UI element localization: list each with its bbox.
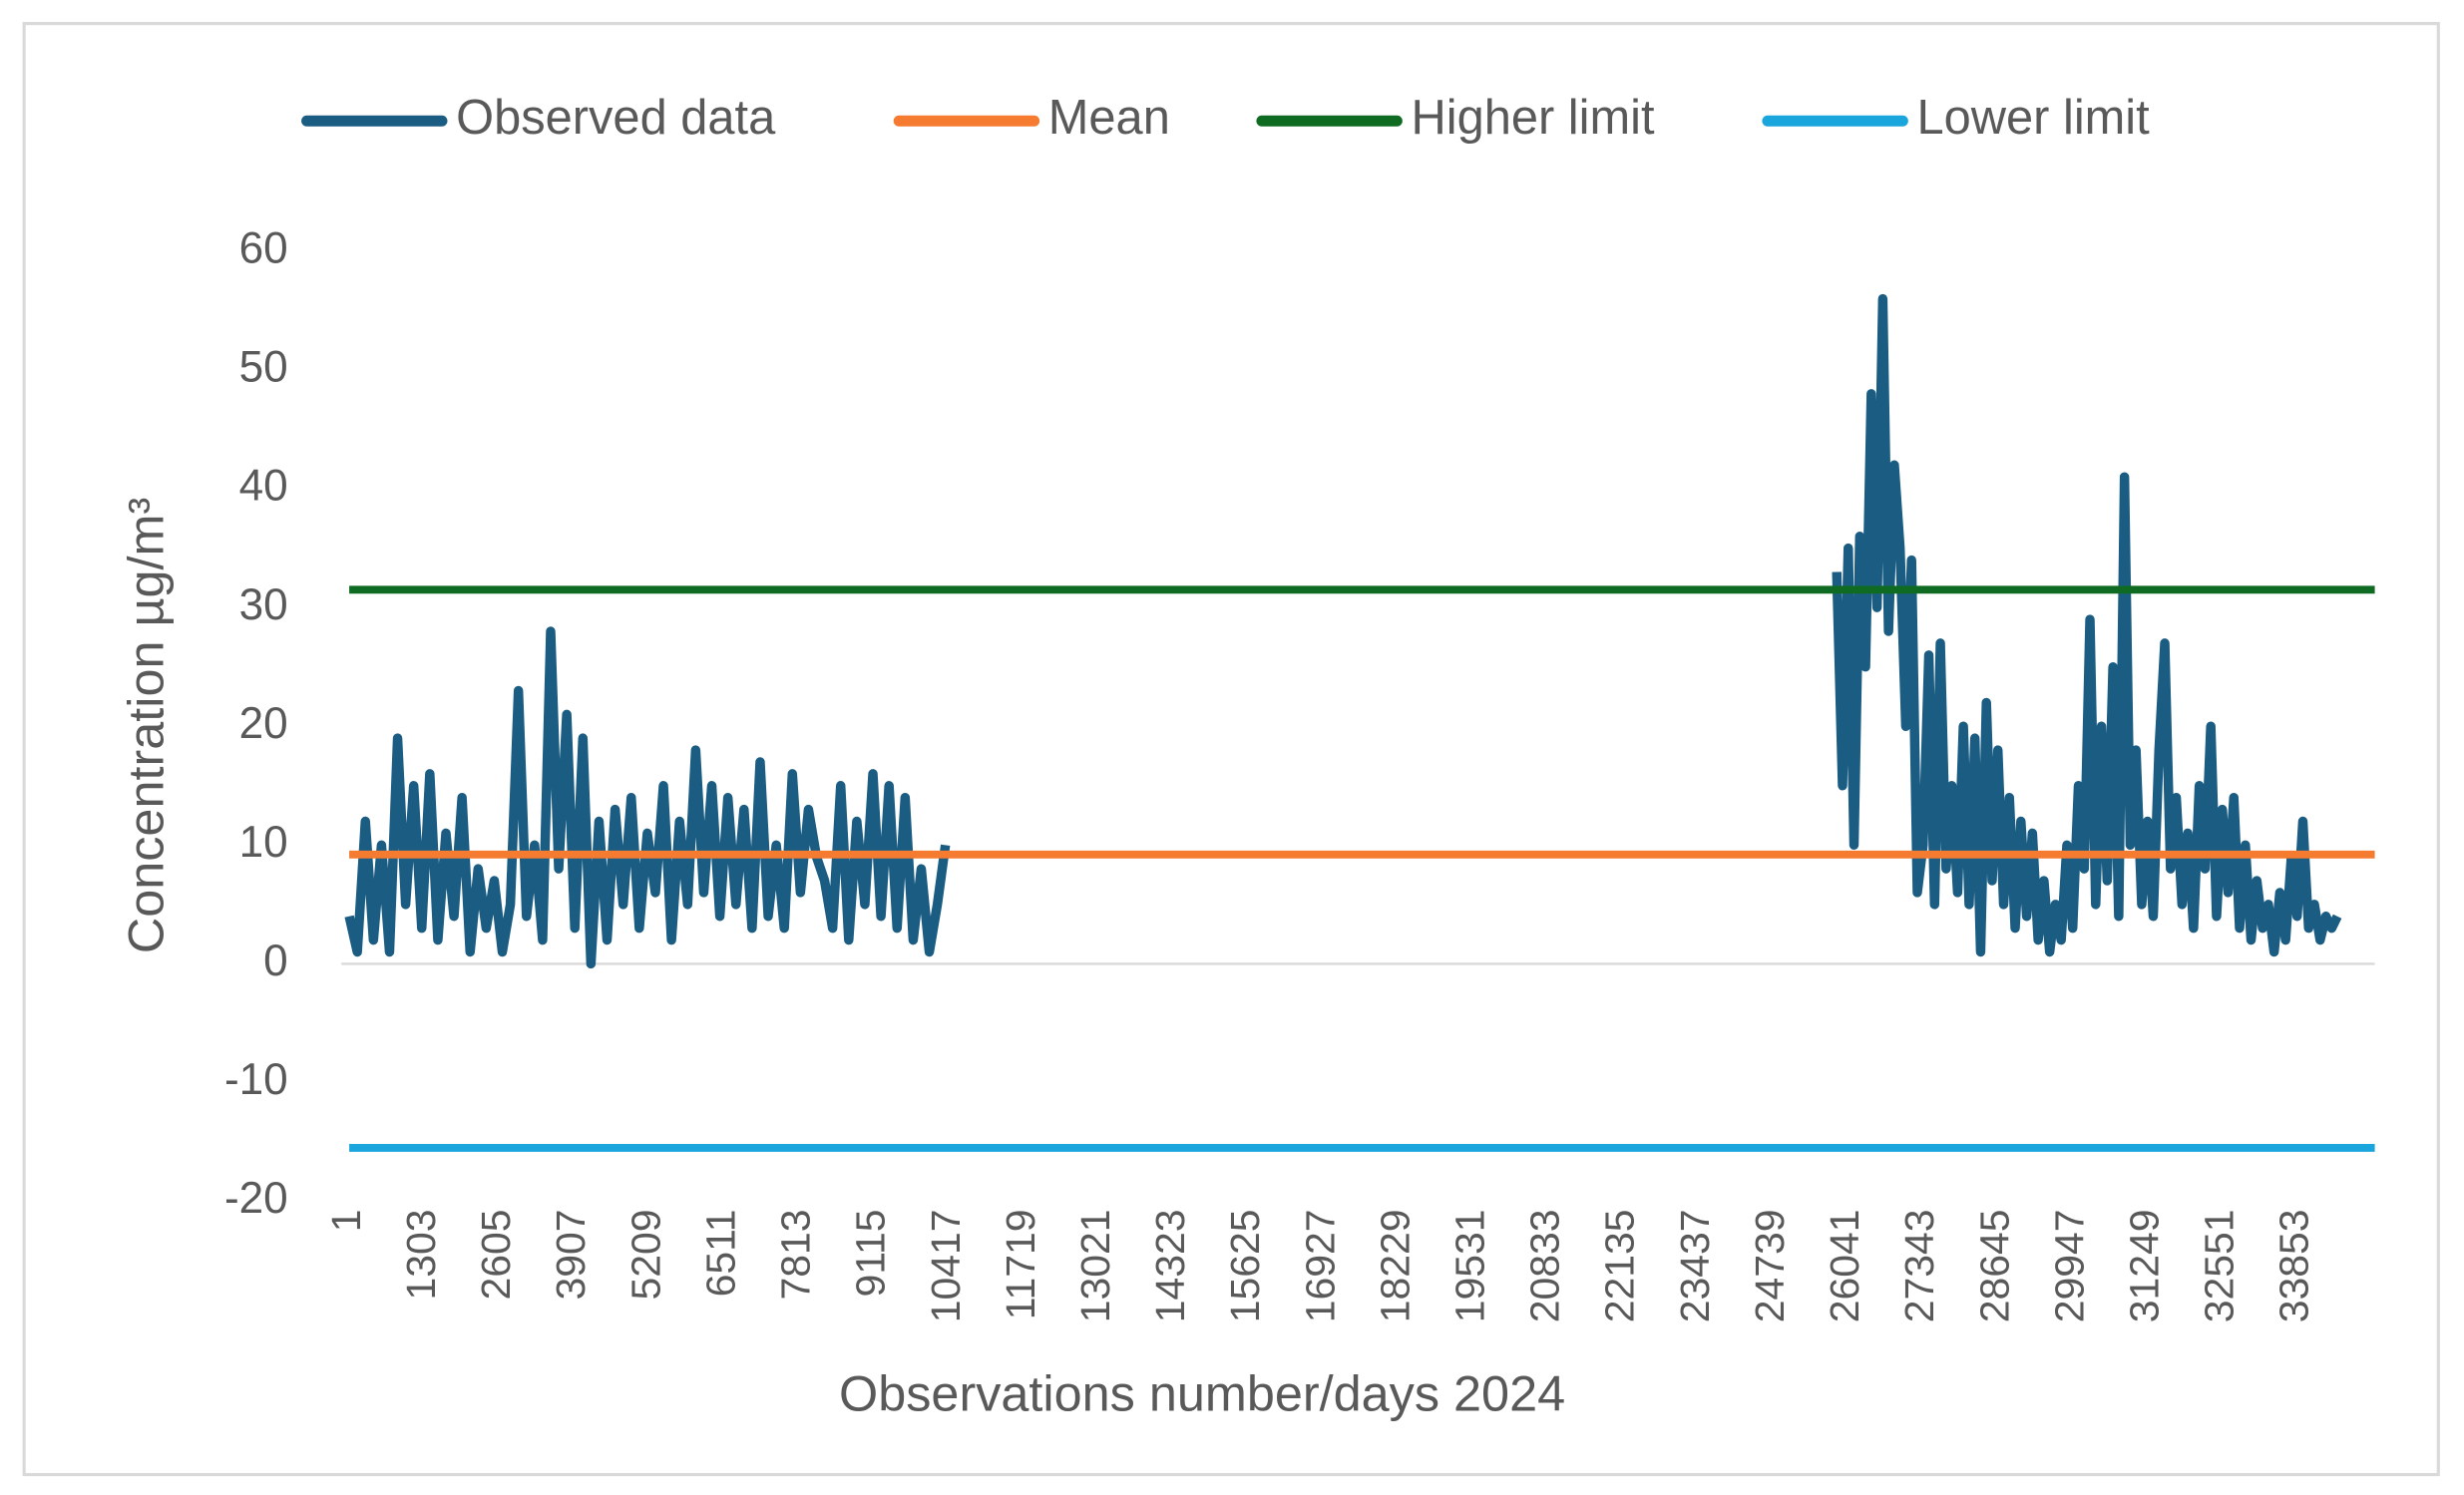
x-tick-label: 27343 [1896,1209,1942,1322]
legend-label: Observed data [456,91,776,145]
legend-label: Higher limit [1412,91,1655,145]
x-tick-label: 5209 [622,1209,668,1300]
y-tick-label: 30 [239,580,288,629]
x-tick-label: 29947 [2046,1209,2092,1322]
x-tick-label: 9115 [848,1209,894,1297]
x-tick-label: 20833 [1522,1209,1568,1322]
x-tick-label: 10417 [923,1209,969,1322]
y-tick-label: -10 [224,1055,288,1104]
y-tick-label: -20 [224,1174,288,1223]
y-tick-label: 0 [263,936,288,985]
x-tick-label: 26041 [1822,1209,1867,1322]
x-tick-label: 1303 [398,1209,444,1300]
chart-border [22,22,2440,1477]
x-tick-label: 15625 [1222,1209,1268,1322]
x-tick-label: 19531 [1447,1209,1493,1322]
x-tick-label: 18229 [1372,1209,1418,1322]
y-tick-label: 40 [239,462,288,511]
x-tick-label: 23437 [1672,1209,1718,1322]
x-tick-label: 32551 [2197,1209,2243,1322]
y-tick-label: 20 [239,699,288,748]
y-tick-label: 10 [239,818,288,867]
legend-label: Mean [1048,91,1170,145]
x-tick-label: 1 [323,1209,369,1232]
x-tick-label: 24739 [1747,1209,1793,1322]
x-tick-label: 14323 [1147,1209,1193,1322]
x-tick-label: 11719 [998,1209,1043,1319]
x-tick-label: 16927 [1297,1209,1343,1322]
observed-line [344,293,2342,969]
x-tick-label: 7813 [773,1209,819,1300]
y-axis-title: Concentration µg/m³ [117,498,174,953]
x-tick-label: 31249 [2121,1209,2167,1322]
x-tick-label: 33853 [2271,1209,2317,1322]
x-axis-title: Observations number/days 2024 [839,1365,1565,1422]
legend-label: Lower limit [1917,91,2151,145]
x-tick-label: 22135 [1597,1209,1643,1322]
x-tick-label: 2605 [473,1209,519,1300]
y-tick-label: 50 [239,343,288,392]
x-tick-label: 13021 [1072,1209,1118,1322]
y-tick-label: 60 [239,224,288,273]
x-tick-label: 3907 [548,1209,594,1300]
x-tick-label: 6511 [697,1209,743,1297]
x-tick-label: 28645 [1971,1209,2017,1322]
